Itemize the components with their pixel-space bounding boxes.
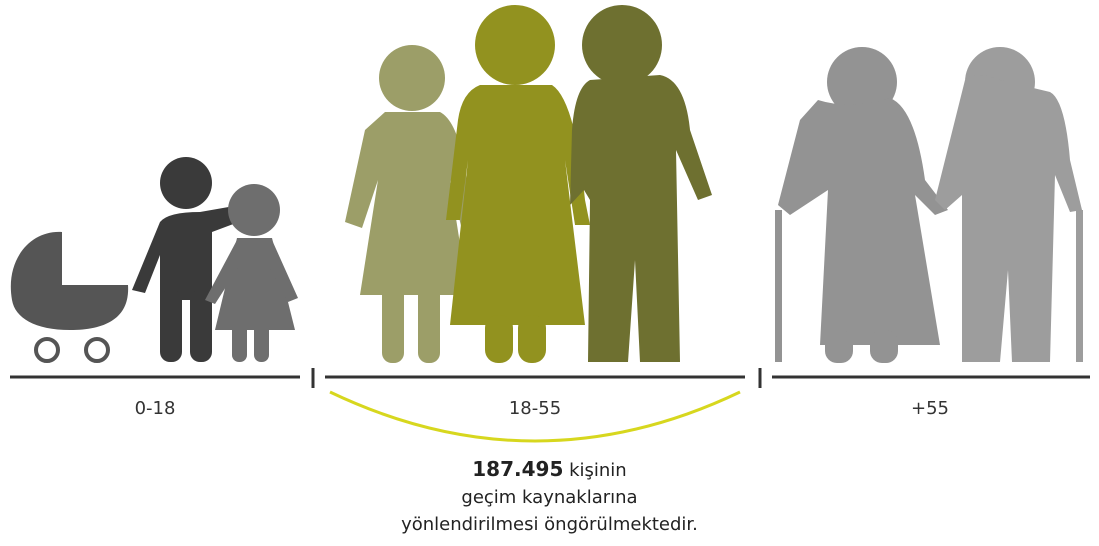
caption-text: kişinin — [569, 460, 627, 481]
group-label: 0-18 — [135, 398, 176, 419]
group-label: 18-55 — [509, 398, 561, 419]
old-man — [935, 47, 1083, 362]
woman-olive — [446, 5, 590, 363]
group-label: +55 — [911, 398, 949, 419]
old-woman — [775, 47, 948, 363]
infographic: 0-18 18-55 +55 187.495 kişinin geçim kay… — [0, 0, 1099, 546]
caption-text: yönlendirilmesi öngörülmektedir. — [0, 511, 1099, 538]
caption: 187.495 kişinin geçim kaynaklarına yönle… — [0, 456, 1099, 538]
caption-highlight: 187.495 — [472, 457, 563, 481]
baselines — [10, 368, 1090, 388]
caption-text: geçim kaynaklarına — [0, 484, 1099, 511]
stroller — [11, 232, 128, 361]
man-dark-olive — [570, 5, 712, 362]
